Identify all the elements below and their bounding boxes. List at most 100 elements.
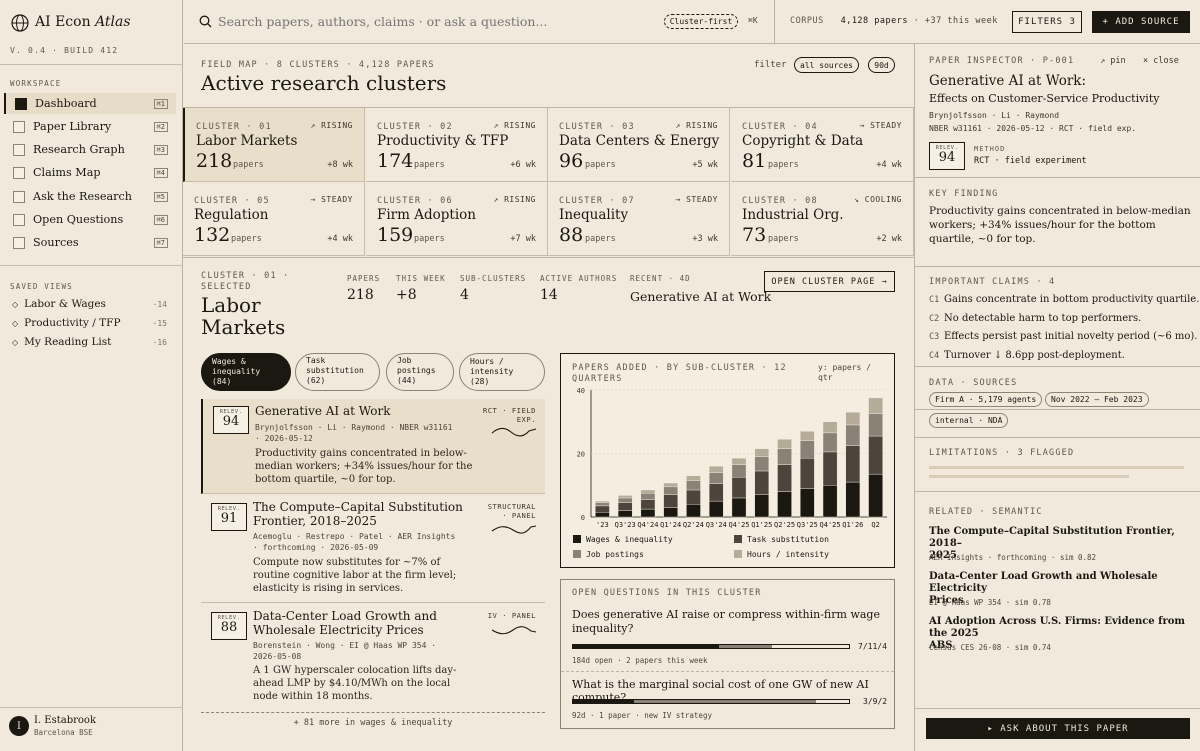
method-value: RCT · field experiment [974,156,1087,166]
tab-job-postings[interactable]: Job postings (44) [386,353,454,391]
bar-segment [800,431,815,442]
cluster-count: 174 [377,150,414,172]
progress-fill-secondary [633,700,816,703]
data-tag[interactable]: Nov 2022 – Feb 2023 [1045,392,1149,407]
data-tag[interactable]: Firm A · 5,179 agents [929,392,1043,407]
nav-label: Dashboard [35,97,97,110]
filter-period-pill[interactable]: 90d [868,57,895,73]
bar-segment [640,508,656,518]
related-paper-title[interactable]: Data-Center Load Growth and Wholesale El… [929,571,1189,607]
legend-swatch [734,535,742,543]
corpus-label: CORPUS [790,16,824,26]
pin-button[interactable]: ↗ pin [1100,56,1126,66]
bar-segment [868,473,883,518]
cluster-name: Firm Adoption [377,207,476,223]
paper-row[interactable]: RELEV. 91 The Compute–Capital Substitutio… [201,495,545,603]
stat-value[interactable]: Generative AI at Work [630,289,772,304]
x-tick-label: Q3'24 [706,521,727,529]
tab-hours-intensity[interactable]: Hours / intensity (28) [459,353,545,391]
cluster-card-productivity[interactable]: CLUSTER · 02 ↗ RISING Productivity & TFP… [366,108,548,182]
relevance-score: 94 [938,150,956,165]
related-paper-title[interactable]: AI Adoption Across U.S. Firms: Evidence … [929,616,1189,652]
paper-title[interactable]: Data-Center Load Growth and Wholesale El… [253,609,437,637]
paper-row[interactable]: RELEV. 88 Data-Center Load Growth and Who… [201,604,545,711]
filters-button[interactable]: FILTERS 3 [1012,11,1082,33]
nav-research-graph[interactable]: Research Graph ⌘3 [4,139,176,160]
avatar[interactable]: I [9,716,29,736]
tab-task-substitution[interactable]: Task substitution (62) [295,353,380,391]
related-paper-title[interactable]: The Compute–Capital Substitution Frontie… [929,526,1189,562]
relevance-label: RELEV. [935,145,959,151]
saved-view-labor-wages[interactable]: ◇ Labor & Wages ·14 [12,298,167,310]
question-meta: 92d · 1 paper · new IV strategy [572,711,712,720]
claim-text: No detectable harm to top performers. [944,313,1142,324]
cluster-card-firm-adoption[interactable]: CLUSTER · 06 ↗ RISING Firm Adoption 159 … [366,182,548,256]
paper-row[interactable]: RELEV. 94 Generative AI at Work Brynjolfs… [201,399,545,494]
relevance-badge: RELEV. 94 [929,142,965,170]
placeholder-line [929,466,1184,469]
tab-line: intensity (28) [470,367,514,386]
stat-label: RECENT · 4D [630,274,691,283]
paper-title[interactable]: Generative AI at Work [255,404,391,418]
page-title: Active research clusters [201,71,447,95]
bar-segment [822,421,838,434]
saved-view-productivity[interactable]: ◇ Productivity / TFP ·15 [12,317,167,329]
cluster-card-regulation[interactable]: CLUSTER · 05 → STEADY Regulation 132 pap… [183,182,365,256]
nav-claims-map[interactable]: Claims Map ⌘4 [4,162,176,183]
question-text[interactable]: Does generative AI raise or compress wit… [572,608,880,635]
nav-dashboard[interactable]: Dashboard ⌘1 [4,93,176,114]
search-input[interactable] [218,11,638,31]
relevance-badge: RELEV. 91 [211,503,247,531]
saved-view-reading-list[interactable]: ◇ My Reading List ·16 [12,336,167,348]
stat-active-authors: ACTIVE AUTHORS 14 [540,274,617,303]
bar-segment [822,451,838,486]
nav-open-questions[interactable]: Open Questions ⌘6 [4,209,176,230]
square-icon [13,236,25,249]
nav-ask-research[interactable]: Ask the Research ⌘5 [4,186,176,207]
tab-wages-inequality[interactable]: Wages & inequality (84) [201,353,291,391]
cluster-card-labor-markets[interactable]: CLUSTER · 01 ↗ RISING Labor Markets 218 … [183,108,365,182]
brand-title[interactable]: AI Econ Atlas [35,14,131,30]
limitations-section[interactable]: LIMITATIONS · 3 FLAGGED [915,438,1200,492]
claim-item[interactable]: C4 Turnover ↓ 8.6pp post-deployment. [929,350,1125,361]
nav-sources[interactable]: Sources ⌘7 [4,232,176,253]
cluster-card-copyright[interactable]: CLUSTER · 04 → STEADY Copyright & Data 8… [731,108,914,182]
filter-sources-pill[interactable]: all sources [794,57,859,73]
key-finding-label: KEY FINDING [929,189,999,199]
cluster-card-inequality[interactable]: CLUSTER · 07 → STEADY Inequality 88 pape… [548,182,730,256]
divider [774,0,775,44]
data-tag[interactable]: internal · NDA [929,413,1009,428]
ask-about-paper-button[interactable]: ▸ ASK ABOUT THIS PAPER [926,718,1190,739]
nav-paper-library[interactable]: Paper Library ⌘2 [4,116,176,137]
cluster-card-data-centers[interactable]: CLUSTER · 03 ↗ RISING Data Centers & Ene… [548,108,730,182]
paper-meta-line: Brynjolfsson · Li · Raymond · NBER w3116… [255,423,453,432]
search-mode-pill[interactable]: Cluster-first [664,14,738,29]
cluster-week-delta: +3 wk [692,234,718,244]
bar-segment [686,504,701,518]
legend-label: Wages & inequality [586,535,673,544]
corpus-week: · +37 this week [913,16,998,26]
bar-segment [708,472,724,484]
claim-number: C4 [929,351,940,361]
more-papers-link[interactable]: + 81 more in wages & inequality [293,718,453,728]
cluster-card-industrial-org[interactable]: CLUSTER · 08 ↘ COOLING Industrial Org. 7… [731,182,914,256]
stat-this-week: THIS WEEK +8 [396,274,446,303]
tab-line: Job [397,356,412,365]
close-button[interactable]: × close [1143,56,1179,66]
stat-value: 14 [540,287,558,303]
limitations-label: LIMITATIONS · 3 FLAGGED [929,448,1075,458]
claim-item[interactable]: C3 Effects persist past initial novelty p… [929,331,1197,342]
open-cluster-page-button[interactable]: OPEN CLUSTER PAGE → [764,271,895,292]
brand-name-italic: Atlas [95,14,131,30]
search-icon [199,15,212,28]
claim-item[interactable]: C1 Gains concentrate in bottom productivi… [929,294,1199,305]
progress-fill-secondary [719,645,772,648]
method-line: · PANEL [502,511,536,520]
corpus-status: CORPUS 4,128 papers · +37 this week [790,16,998,26]
relevance-score: 94 [222,414,240,429]
related-paper-meta: Census CES 26-08 · sim 0.74 [929,643,1051,652]
cluster-id: CLUSTER · 04 [742,122,818,132]
paper-title[interactable]: The Compute–Capital Substitution Frontie… [253,500,463,528]
add-source-button[interactable]: + ADD SOURCE [1092,11,1190,33]
claim-item[interactable]: C2 No detectable harm to top performers. [929,313,1141,324]
